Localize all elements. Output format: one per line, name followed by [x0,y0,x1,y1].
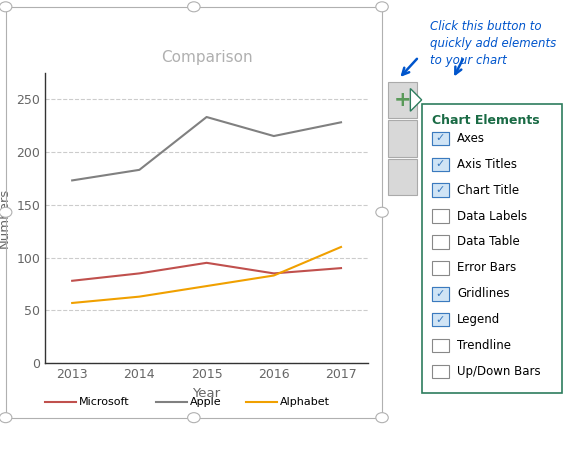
Text: Apple: Apple [190,397,221,407]
Text: Microsoft: Microsoft [79,397,130,407]
Text: Data Labels: Data Labels [457,210,528,222]
Y-axis label: Numbers: Numbers [0,188,11,248]
Text: Chart Elements: Chart Elements [432,114,539,128]
Text: Data Table: Data Table [457,236,520,248]
Text: ✓: ✓ [436,289,445,299]
Text: +: + [393,90,411,110]
X-axis label: Year: Year [192,387,221,400]
Title: Comparison: Comparison [161,49,252,64]
Text: Axes: Axes [457,132,485,145]
Text: ✓: ✓ [436,185,445,195]
Text: Legend: Legend [457,313,500,326]
Text: Alphabet: Alphabet [280,397,330,407]
Text: Gridlines: Gridlines [457,287,510,300]
Polygon shape [410,89,422,111]
Text: Axis Titles: Axis Titles [457,158,517,171]
Text: Chart Title: Chart Title [457,184,520,197]
Text: ✓: ✓ [436,315,445,325]
Text: Click this button to
quickly add elements
to your chart: Click this button to quickly add element… [430,20,556,68]
Text: Trendline: Trendline [457,339,511,352]
Text: ✓: ✓ [436,159,445,169]
Text: ✓: ✓ [436,133,445,143]
Text: Error Bars: Error Bars [457,262,517,274]
Text: Up/Down Bars: Up/Down Bars [457,365,541,378]
